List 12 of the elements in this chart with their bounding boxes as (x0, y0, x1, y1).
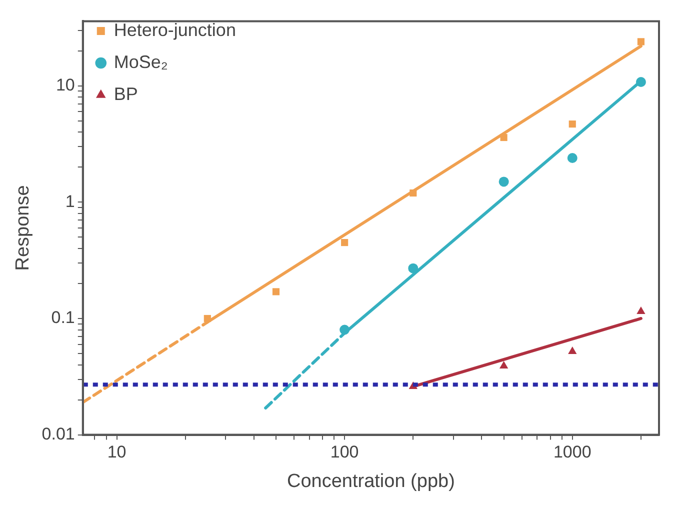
x-tick-label: 10 (107, 442, 126, 462)
y-tick-label: 0.01 (42, 424, 75, 444)
y-axis-title: Response (12, 185, 34, 271)
y-tick-label: 1 (65, 192, 75, 211)
legend-label: Hetero-junction (114, 20, 236, 40)
x-tick-label: 1000 (553, 442, 592, 462)
x-axis-title: Concentration (ppb) (286, 470, 455, 492)
y-tick-label: 0.1 (51, 308, 75, 328)
x-tick-label: 100 (330, 442, 359, 462)
y-tick-label: 10 (56, 76, 75, 95)
legend-label: BP (114, 84, 138, 104)
legend-label: MoSe₂ (114, 52, 168, 72)
